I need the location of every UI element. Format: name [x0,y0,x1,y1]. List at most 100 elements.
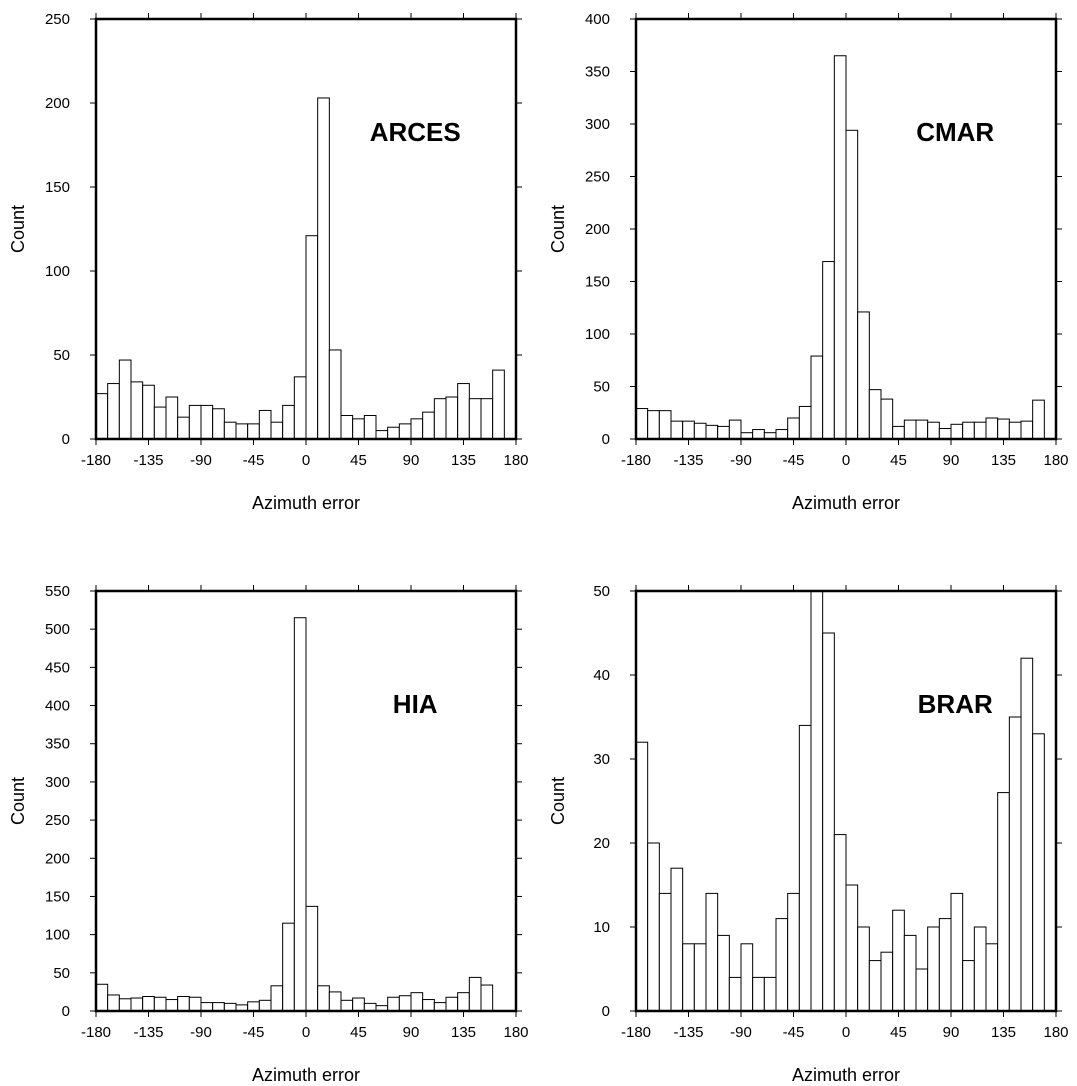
bar [682,420,695,440]
x-tick-label: -90 [730,1024,752,1041]
bar [670,867,684,1012]
bar [352,997,365,1012]
bar [880,951,894,1012]
x-tick-label: -135 [673,1024,703,1041]
y-tick-label: 0 [62,431,70,448]
bar [997,792,1010,1012]
chart-svg-hia: -180 -135 -90 -45 0 45 90 135 180 0 50 100 150 200 250… [8,583,529,1085]
station-label: BRAR [918,689,993,719]
y-tick-label: 150 [45,888,70,905]
y-tick-label: 40 [593,667,610,684]
bar [717,934,730,1012]
bar [165,396,179,440]
bar [107,383,120,440]
x-tick-label: -45 [783,452,805,469]
bar [915,419,929,440]
bar [728,976,742,1012]
y-tick-label: 30 [593,751,610,768]
bar [892,425,905,440]
x-tick-label: 180 [503,1024,528,1041]
bar [880,398,894,440]
bar [293,376,307,440]
bar [1008,716,1022,1012]
bar [810,590,824,1012]
bar [270,421,284,440]
x-tick-label: 180 [1043,1024,1068,1041]
bar [728,419,742,440]
y-tick-label: 50 [53,347,70,364]
y-tick-label: 50 [593,583,610,600]
bar [258,999,272,1012]
bar [845,129,859,440]
y-tick-label: 20 [593,835,610,852]
bar [410,418,424,440]
x-tick-label: 45 [350,1024,367,1041]
bar [973,926,987,1012]
bar [962,421,975,440]
bar [177,416,190,440]
bar [985,417,999,440]
y-tick-label: 300 [585,116,610,133]
bar [375,430,389,440]
bar [480,398,494,440]
bar [340,999,354,1012]
x-tick-label: 45 [890,452,907,469]
bar [938,918,952,1012]
bar [985,943,999,1012]
bar [305,235,319,440]
x-tick-label: -90 [190,1024,212,1041]
bar [340,414,354,440]
chart-panel-brar: -180 -135 -90 -45 0 45 90 135 180 0 10 20 30 40 50 Azim… [540,572,1077,1086]
bar [387,426,400,440]
bar [200,404,214,440]
bar [235,423,249,440]
y-tick-label: 400 [45,698,70,715]
bar [1008,421,1022,440]
bar [927,421,940,440]
bar [188,996,202,1012]
bar [457,383,470,440]
bar [95,983,109,1012]
x-axis-title: Azimuth error [252,1065,360,1085]
bar [658,410,672,440]
bar [305,905,319,1012]
bar [282,404,295,440]
chart-panel-cmar: -180 -135 -90 -45 0 45 90 135 180 0 50 100 150 200 250… [540,0,1077,514]
bar [857,311,870,440]
x-tick-label: -135 [133,452,163,469]
bar [775,918,789,1012]
y-tick-label: 50 [593,379,610,396]
station-label: HIA [393,689,438,719]
chart-svg-arces: -180 -135 -90 -45 0 45 90 135 180 0 50 100 150 200 250… [8,11,529,513]
bar [798,724,812,1012]
chart-panel-hia: -180 -135 -90 -45 0 45 90 135 180 0 50 100 150 200 250… [0,572,537,1086]
bar [950,423,964,440]
bar [422,411,435,440]
bar [740,943,754,1012]
bar [752,976,765,1012]
x-tick-label: 0 [842,1024,850,1041]
bar [763,976,777,1012]
x-tick-label: 135 [991,452,1016,469]
bar [398,423,412,440]
y-tick-label: 250 [45,11,70,28]
bar [293,617,307,1012]
x-tick-label: -180 [81,1024,111,1041]
x-tick-label: -180 [81,452,111,469]
bar [915,968,929,1012]
bar [833,834,847,1012]
y-tick-label: 200 [45,95,70,112]
bar [200,1002,214,1012]
bar [142,384,155,440]
bar [1020,420,1034,440]
bar [647,410,660,440]
y-axis-title: Count [548,777,568,825]
bar [962,960,975,1012]
bar [468,976,482,1012]
y-tick-label: 0 [602,1003,610,1020]
x-tick-label: 135 [451,452,476,469]
bar [492,369,505,440]
y-tick-label: 0 [62,1003,70,1020]
bar [130,381,144,440]
bar [938,428,952,440]
